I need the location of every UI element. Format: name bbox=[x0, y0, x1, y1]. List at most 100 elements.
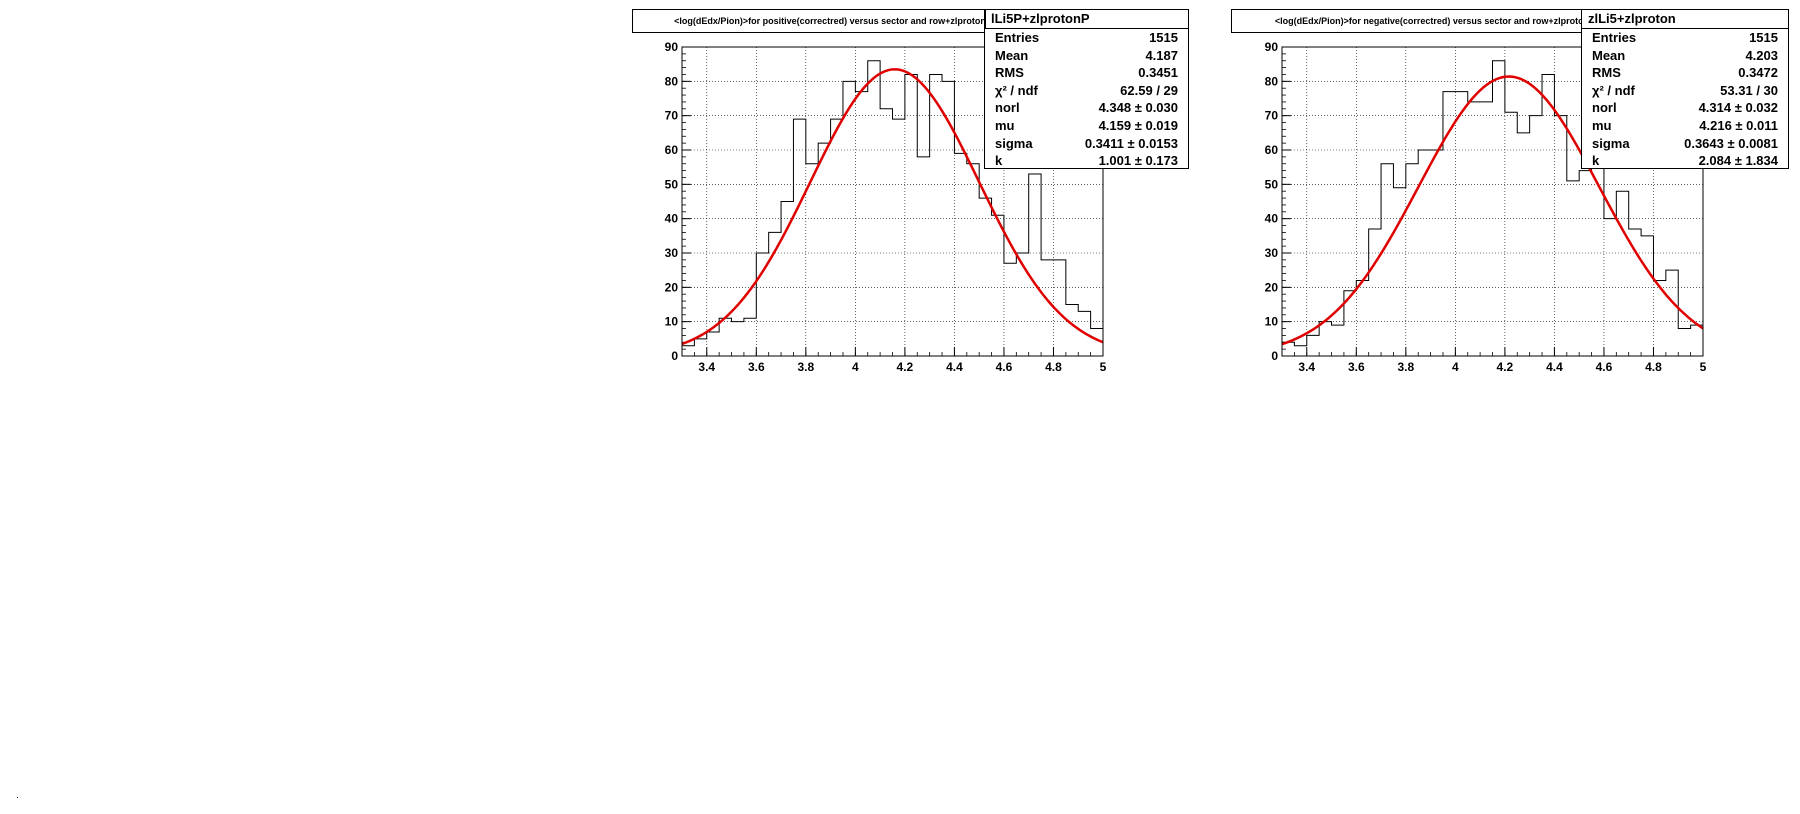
histogram-bin bbox=[1294, 346, 1306, 356]
corner-mark: . bbox=[16, 790, 19, 801]
histogram-bin bbox=[1016, 253, 1028, 356]
stats-key: RMS bbox=[1592, 65, 1621, 81]
histogram-bin bbox=[806, 164, 818, 356]
stats-value: 4.159 ± 0.019 bbox=[1098, 117, 1178, 133]
y-tick-label: 90 bbox=[665, 40, 679, 54]
histogram-chart-negative: 3.4 3.6 3.8 4 4.2 4.4 4.6 4.8 501020304050607080… bbox=[1265, 40, 1707, 374]
stats-value: 0.3643 ± 0.0081 bbox=[1684, 135, 1778, 151]
histogram-outline bbox=[1281, 60, 1704, 356]
stats-row: χ² / ndf 62.59 / 29 bbox=[985, 82, 1188, 100]
x-tick-label: 4.4 bbox=[1546, 360, 1563, 374]
histogram-bin bbox=[719, 318, 731, 356]
histogram-bin bbox=[880, 109, 892, 356]
histogram-bin bbox=[1066, 305, 1078, 357]
chart-title-positive: <log(dEdx/Pion)>for positive(correctred)… bbox=[632, 9, 1034, 33]
x-tick-label: 3.4 bbox=[698, 360, 715, 374]
x-tick-label: 3.6 bbox=[1348, 360, 1365, 374]
histogram-panel-positive: 3.4 3.6 3.8 4 4.2 4.4 4.6 4.8 5 0 10 20 30 40 50 60 70 80… bbox=[600, 0, 1200, 400]
histogram-bin bbox=[1455, 92, 1467, 356]
y-tick-label: 30 bbox=[1265, 246, 1279, 260]
histogram-outline bbox=[681, 60, 1104, 356]
stats-key: sigma bbox=[995, 135, 1033, 151]
y-tick-label: 30 bbox=[665, 246, 679, 260]
histogram-bin bbox=[1592, 167, 1604, 356]
stats-value: 1515 bbox=[1149, 30, 1178, 45]
histogram-bin bbox=[1480, 102, 1492, 356]
stats-row: mu 4.159 ± 0.019 bbox=[985, 117, 1188, 135]
stats-row: norl 4.314 ± 0.032 bbox=[1582, 99, 1788, 117]
chart-title-negative: <log(dEdx/Pion)>for negative(correctred)… bbox=[1231, 9, 1633, 33]
stats-row: k 2.084 ± 1.834 bbox=[1582, 152, 1788, 170]
stats-key: norl bbox=[1592, 100, 1617, 116]
stats-row: RMS 0.3451 bbox=[985, 64, 1188, 82]
stats-row: Entries 1515 bbox=[985, 29, 1188, 47]
histogram-bin bbox=[1517, 133, 1529, 356]
stats-key: Mean bbox=[1592, 47, 1626, 63]
histogram-bin bbox=[1554, 116, 1566, 356]
x-tick-label: 4.8 bbox=[1645, 360, 1662, 374]
histogram-bin bbox=[744, 318, 756, 356]
x-tick-label: 3.8 bbox=[1397, 360, 1414, 374]
histogram-panel-negative: 3.4 3.6 3.8 4 4.2 4.4 4.6 4.8 5 0 10 20 30 40 50 60 70 80… bbox=[1200, 0, 1800, 400]
x-tick-label: 4.2 bbox=[897, 360, 914, 374]
plot-frame bbox=[681, 46, 1104, 357]
histogram-bin bbox=[1505, 112, 1517, 356]
stats-value: 0.3411 ± 0.0153 bbox=[1084, 135, 1178, 151]
stats-row: Mean 4.203 bbox=[1582, 47, 1788, 65]
histogram-bin bbox=[1567, 181, 1579, 356]
stats-key: mu bbox=[1592, 117, 1612, 133]
stats-row: Mean 4.187 bbox=[985, 47, 1188, 65]
stats-name-negative: zlLi5+zlproton bbox=[1588, 11, 1676, 26]
histogram-chart-positive: 3.4 3.6 3.8 4 4.2 4.4 4.6 4.8 501020304050607080… bbox=[665, 40, 1107, 374]
y-tick-label: 90 bbox=[1265, 40, 1279, 54]
histogram-bin bbox=[1319, 322, 1331, 356]
x-tick-label: 4 bbox=[852, 360, 859, 374]
y-tick-label: 0 bbox=[671, 349, 678, 363]
histogram-bin bbox=[1542, 74, 1554, 356]
stats-row: mu 4.216 ± 0.011 bbox=[1582, 117, 1788, 135]
histogram-bin bbox=[992, 215, 1004, 356]
y-tick-label: 0 bbox=[1271, 349, 1278, 363]
stats-box-negative: zlLi5+zlproton Entries 1515 Mean 4.203 RMS 0.… bbox=[1581, 9, 1789, 169]
stats-key: k bbox=[1592, 153, 1600, 169]
x-tick-label: 3.4 bbox=[1298, 360, 1315, 374]
stats-value: 4.348 ± 0.030 bbox=[1098, 100, 1178, 116]
histogram-bin bbox=[917, 157, 929, 356]
histogram-bin bbox=[1332, 325, 1344, 356]
stats-key: mu bbox=[995, 117, 1015, 133]
stats-key: Entries bbox=[995, 30, 1040, 45]
stats-key: sigma bbox=[1592, 135, 1630, 151]
x-tick-label: 4 bbox=[1452, 360, 1459, 374]
histogram-bin bbox=[855, 92, 867, 356]
stats-key: k bbox=[995, 153, 1003, 169]
stats-row: Entries 1515 bbox=[1582, 29, 1788, 47]
histogram-bin bbox=[818, 143, 830, 356]
stats-key: Mean bbox=[995, 47, 1029, 63]
histogram-bin bbox=[1579, 171, 1591, 356]
histogram-bin bbox=[1004, 263, 1016, 356]
histogram-bin bbox=[1691, 325, 1703, 356]
stats-rows-negative: Entries 1515 Mean 4.203 RMS 0.3472 χ² / ndf 53.… bbox=[1582, 28, 1788, 170]
histogram-bin bbox=[1041, 260, 1053, 356]
y-tick-label: 10 bbox=[665, 315, 679, 329]
x-tick-label: 5 bbox=[1100, 360, 1107, 374]
y-tick-label: 70 bbox=[665, 109, 679, 123]
x-tick-label: 4.2 bbox=[1497, 360, 1514, 374]
stats-rows-positive: Entries 1515 Mean 4.187 RMS 0.3451 χ² / ndf 62.… bbox=[985, 28, 1188, 170]
histogram-bin bbox=[893, 119, 905, 356]
y-tick-label: 40 bbox=[1265, 212, 1279, 226]
histogram-bin bbox=[707, 332, 719, 356]
fit-curve bbox=[1281, 75, 1704, 346]
stats-name-positive: lLi5P+zlprotonP bbox=[991, 11, 1090, 26]
stats-row: χ² / ndf 53.31 / 30 bbox=[1582, 82, 1788, 100]
x-tick-label: 4.8 bbox=[1045, 360, 1062, 374]
histogram-bin bbox=[1616, 191, 1628, 356]
x-tick-label: 3.8 bbox=[797, 360, 814, 374]
stats-row: sigma 0.3643 ± 0.0081 bbox=[1582, 135, 1788, 153]
histogram-bin bbox=[781, 202, 793, 357]
histogram-bin bbox=[1493, 61, 1505, 356]
histogram-bin bbox=[756, 253, 768, 356]
histogram-bin bbox=[868, 61, 880, 356]
stats-value: 53.31 / 30 bbox=[1720, 82, 1778, 98]
stats-box-positive: lLi5P+zlprotonP Entries 1515 Mean 4.187 RMS 0… bbox=[984, 9, 1189, 169]
